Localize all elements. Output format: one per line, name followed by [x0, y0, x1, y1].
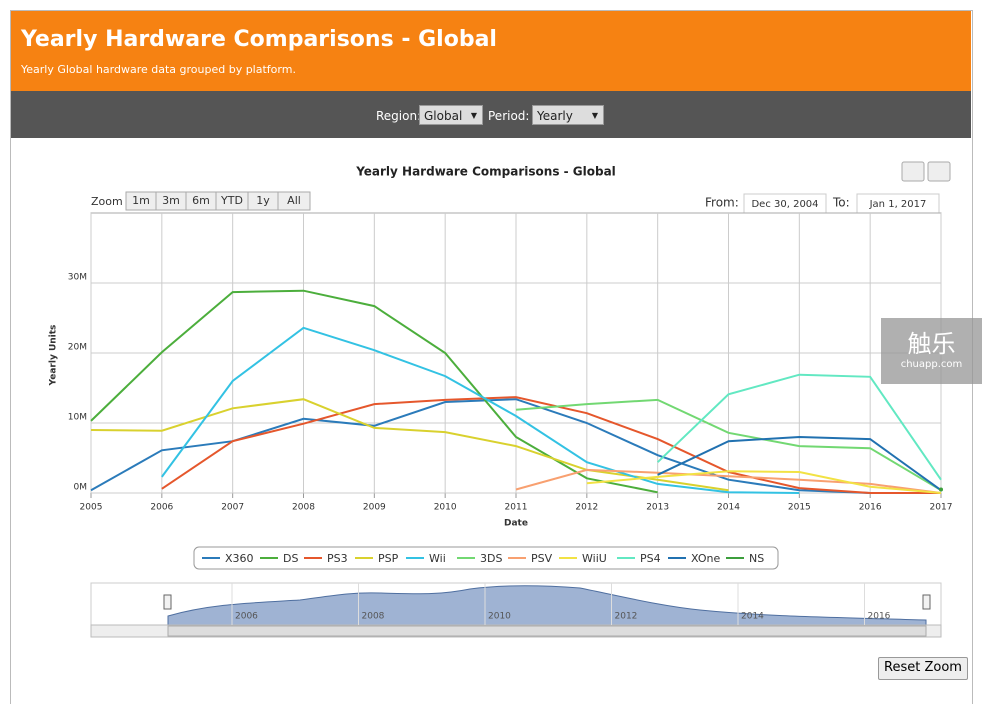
print-button[interactable] — [901, 161, 925, 182]
navigator-handle[interactable] — [163, 594, 172, 610]
header: Yearly Hardware Comparisons - Global Yea… — [11, 11, 971, 91]
x-tick-label: 2009 — [363, 503, 386, 513]
x-axis-label: Date — [504, 519, 528, 529]
y-tick-label: 30M — [68, 273, 87, 283]
x-tick-label: 2005 — [80, 503, 103, 513]
y-tick-label: 10M — [68, 413, 87, 423]
legend-label: DS — [283, 552, 298, 565]
x-tick-label: 2006 — [150, 503, 173, 513]
zoom-label: Zoom — [91, 195, 123, 208]
series-line — [90, 398, 729, 492]
from-label: From: — [705, 196, 739, 210]
series-line — [161, 396, 941, 494]
page-title: Yearly Hardware Comparisons - Global — [21, 27, 497, 52]
x-tick-label: 2007 — [221, 503, 244, 513]
navigator-label: 2016 — [868, 612, 891, 622]
y-tick-label: 20M — [68, 343, 87, 353]
legend-label: WiiU — [582, 552, 607, 565]
legend — [193, 546, 779, 570]
zoom-button[interactable] — [277, 191, 311, 211]
series-line — [161, 326, 800, 494]
x-tick-label: 2017 — [930, 503, 953, 513]
zoom-button-label: All — [287, 194, 301, 207]
zoom-button-label: 6m — [192, 194, 210, 207]
watermark-name: 触乐 — [907, 330, 956, 358]
x-tick-label: 2013 — [646, 503, 669, 513]
period-label: Period: — [488, 109, 530, 123]
x-tick-label: 2010 — [434, 503, 457, 513]
navigator-label: 2006 — [235, 612, 258, 622]
legend-label: PS4 — [640, 552, 661, 565]
navigator-area — [167, 585, 927, 626]
x-tick-label: 2008 — [292, 503, 315, 513]
to-value: Jan 1, 2017 — [869, 199, 927, 210]
legend-label: PSP — [378, 552, 399, 565]
y-axis-label: Yearly Units — [49, 325, 59, 387]
legend-label: Wii — [429, 552, 446, 565]
from-value: Dec 30, 2004 — [751, 199, 818, 210]
zoom-button-label: 1m — [132, 194, 150, 207]
zoom-button-label: 1y — [256, 194, 270, 207]
legend-label: NS — [749, 552, 764, 565]
series-line — [515, 398, 942, 492]
zoom-button-label: 3m — [162, 194, 180, 207]
series-line — [657, 435, 942, 492]
navigator-label: 2008 — [362, 612, 385, 622]
x-tick-label: 2015 — [788, 503, 811, 513]
legend-label: XOne — [691, 552, 720, 565]
to-label: To: — [832, 196, 850, 210]
export-button[interactable] — [927, 161, 951, 182]
series-line — [90, 398, 871, 494]
legend-label: 3DS — [480, 552, 502, 565]
scrollbar-thumb[interactable] — [167, 625, 927, 637]
series-line — [515, 468, 942, 494]
x-tick-label: 2016 — [859, 503, 882, 513]
series-line — [656, 373, 942, 481]
reset-zoom-button[interactable]: Reset Zoom — [878, 657, 968, 680]
x-tick-label: 2012 — [575, 503, 598, 513]
chart-title: Yearly Hardware Comparisons - Global — [355, 165, 616, 179]
series-line — [586, 470, 942, 494]
region-select[interactable]: Global — [419, 105, 483, 126]
x-tick-label: 2011 — [505, 503, 528, 513]
filter-bar: Region: Global Period: Yearly — [11, 91, 971, 138]
watermark: 触乐 chuapp.com — [881, 318, 982, 384]
watermark-site: chuapp.com — [900, 359, 963, 370]
y-tick-label: 0M — [74, 483, 88, 493]
series-line — [90, 289, 658, 494]
page-subtitle: Yearly Global hardware data grouped by p… — [21, 63, 296, 76]
x-tick-label: 2014 — [717, 503, 740, 513]
navigator-handle[interactable] — [922, 594, 931, 610]
legend-label: PS3 — [327, 552, 348, 565]
legend-label: X360 — [225, 552, 254, 565]
series-point — [939, 487, 943, 492]
legend-label: PSV — [531, 552, 553, 565]
period-select[interactable]: Yearly — [532, 105, 604, 126]
navigator-label: 2010 — [488, 612, 511, 622]
zoom-button-label: YTD — [220, 194, 243, 207]
navigator-label: 2014 — [741, 612, 764, 622]
navigator-label: 2012 — [615, 612, 638, 622]
region-label: Region: — [376, 109, 422, 123]
